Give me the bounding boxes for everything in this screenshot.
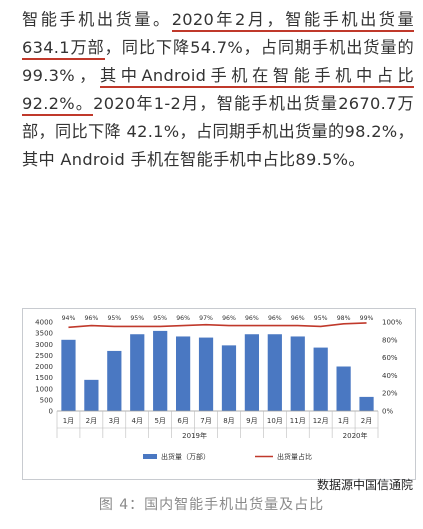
share-data-label: 96% [222,315,236,322]
article-paragraph: 智能手机出货量。2020年2月，智能手机出货量634.1万部，同比下降54.7%… [22,6,414,174]
share-data-label: 98% [337,315,351,322]
x-tick-label: 10月 [267,417,283,425]
x-tick-label: 2月 [86,417,97,425]
figure-caption: 图 4：国内智能手机出货量及占比 [98,497,325,513]
bar-11 [290,336,305,411]
bar-7 [198,337,214,411]
x-tick-label: 8月 [223,417,234,425]
y-tick-label: 2000 [35,363,53,371]
y-tick-label: 2500 [35,352,53,360]
bar-10 [267,334,282,411]
bar-13 [336,366,351,411]
share-data-label: 95% [153,315,167,322]
legend-label-bars: 出货量（万部） [161,452,210,461]
share-data-label: 94% [62,315,76,322]
year-group-label: 2020年 [343,431,368,440]
sentence-3: ，同比下降54.7%，占同期手机出货量的99.3%， [22,38,414,85]
x-tick-label: 11月 [290,417,306,425]
legend-swatch-bars [143,454,157,459]
legend-label-line: 出货量占比 [277,452,312,461]
source-note: 数据源中国信通院 [316,478,413,492]
year-group-label: 2019年 [182,431,207,440]
bar-1 [61,339,76,411]
chart-frame: 0 500 1000 1500 2000 2500 3000 3500 4000 0% 20% 40%… [22,308,416,480]
y2-tick-label: 40% [382,372,398,380]
share-line [68,322,367,329]
y-tick-label: 3000 [35,341,53,349]
y2-tick-label: 100% [382,319,402,327]
bar-8 [221,345,237,411]
x-tick-label: 2月 [361,417,372,425]
share-data-label: 96% [268,315,282,322]
highlight-android-share: 其中Android手机在智能手机中占比92.2%。 [22,66,414,116]
x-tick-label: 7月 [200,417,211,425]
share-data-label: 96% [85,315,99,322]
y2-tick-label: 20% [382,390,398,398]
bar-14 [359,396,374,411]
share-data-label: 99% [360,315,374,322]
y-tick-label: 500 [40,396,53,404]
x-tick-label: 5月 [154,417,165,425]
y-tick-label: 1000 [35,385,53,393]
shipment-chart: 0 500 1000 1500 2000 2500 3000 3500 4000 0% 20% 40%… [35,315,402,461]
share-data-label: 96% [291,315,305,322]
share-data-label: 96% [245,315,259,322]
bar-12 [313,347,328,411]
bar-5 [153,330,168,411]
x-tick-label: 12月 [313,417,329,425]
x-tick-label: 9月 [246,417,257,425]
y2-tick-label: 80% [382,336,398,344]
bar-4 [130,334,145,411]
x-tick-label: 6月 [177,417,188,425]
y2-tick-label: 0% [382,408,393,416]
share-data-label: 96% [176,315,190,322]
y-tick-label: 1500 [35,374,53,382]
bar-2 [84,379,99,411]
y-tick-label: 3500 [35,330,53,338]
sentence-1: 智能手机出货量。 [22,10,172,29]
highlight-feb-shipments: 2020年2月，智能手机出货量634.1万部 [22,10,414,60]
share-data-label: 95% [130,315,144,322]
y-tick-label: 0 [49,408,53,416]
x-tick-label: 4月 [132,417,143,425]
x-tick-label: 1月 [63,417,74,425]
bar-6 [175,336,191,411]
sentence-5: 2020年1-2月，智能手机出货量2670.7万部，同比下降 42.1%，占同期… [22,94,414,169]
bar-9 [244,334,260,411]
x-tick-label: 3月 [109,417,120,425]
x-tick-label: 1月 [338,417,349,425]
y2-tick-label: 60% [382,354,398,362]
share-data-label: 95% [314,315,328,322]
share-data-label: 97% [199,315,213,322]
share-data-label: 95% [107,315,121,322]
y-tick-label: 4000 [35,319,53,327]
bar-3 [107,350,122,411]
